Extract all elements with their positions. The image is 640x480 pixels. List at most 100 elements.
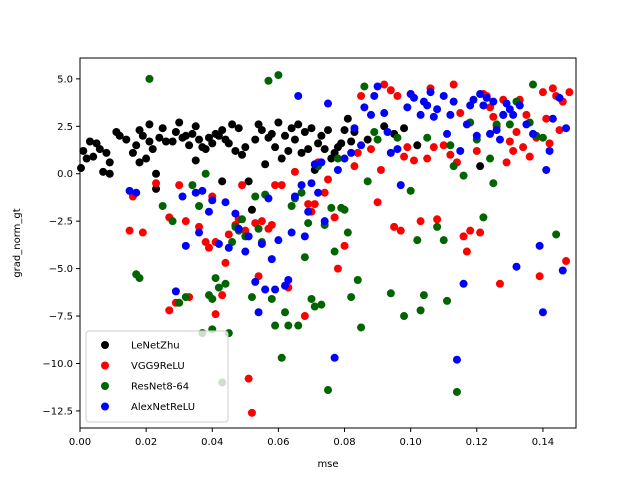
data-point bbox=[105, 169, 114, 178]
data-point bbox=[277, 353, 286, 362]
data-point bbox=[304, 207, 313, 216]
data-point bbox=[221, 258, 230, 267]
data-point bbox=[439, 141, 448, 150]
data-point bbox=[472, 146, 481, 155]
data-point bbox=[281, 308, 290, 317]
data-point bbox=[158, 124, 167, 133]
data-point bbox=[314, 139, 323, 148]
data-point bbox=[502, 158, 511, 167]
data-point bbox=[373, 82, 382, 91]
data-point bbox=[429, 143, 438, 152]
data-point bbox=[357, 323, 366, 332]
data-point bbox=[221, 198, 230, 207]
data-point bbox=[343, 114, 352, 123]
data-point bbox=[218, 291, 227, 300]
x-tick-label: 0.10 bbox=[400, 437, 422, 448]
data-point bbox=[363, 177, 372, 186]
data-point bbox=[505, 137, 514, 146]
data-point bbox=[548, 114, 557, 123]
data-point bbox=[529, 80, 538, 89]
data-point bbox=[142, 154, 151, 163]
data-point bbox=[462, 247, 471, 256]
data-point bbox=[413, 141, 422, 150]
data-point bbox=[155, 133, 164, 142]
data-point bbox=[429, 112, 438, 121]
y-tick-label: −2.5 bbox=[49, 217, 73, 228]
y-axis-label: grad_norm_gt bbox=[12, 208, 23, 277]
data-point bbox=[247, 205, 256, 214]
data-point bbox=[409, 156, 418, 165]
legend-label: ResNet8-64 bbox=[131, 382, 189, 393]
y-tick-label: −12.5 bbox=[42, 406, 73, 417]
data-point bbox=[548, 84, 557, 93]
data-point bbox=[330, 213, 339, 222]
data-point bbox=[324, 175, 332, 184]
data-point bbox=[261, 285, 270, 294]
data-point bbox=[340, 126, 349, 135]
data-point bbox=[439, 236, 448, 245]
y-tick-label: 5.0 bbox=[57, 74, 73, 85]
data-point bbox=[545, 139, 554, 148]
data-point bbox=[443, 296, 452, 305]
data-point bbox=[370, 128, 379, 136]
data-point bbox=[76, 164, 85, 173]
data-point bbox=[152, 179, 161, 188]
data-point bbox=[333, 264, 342, 273]
data-point bbox=[416, 110, 425, 119]
data-point bbox=[324, 126, 332, 135]
y-tick-label: −10.0 bbox=[42, 359, 73, 370]
data-point bbox=[224, 139, 233, 148]
data-point bbox=[161, 137, 170, 146]
legend: LeNetZhu VGG9ReLU ResNet8-64 AlexNetReLU bbox=[85, 330, 229, 423]
data-point bbox=[486, 154, 495, 163]
data-point bbox=[165, 306, 174, 315]
data-point bbox=[271, 285, 280, 294]
data-point bbox=[195, 222, 204, 231]
data-point bbox=[274, 118, 283, 127]
data-point bbox=[125, 186, 134, 195]
data-point bbox=[271, 321, 280, 330]
data-point bbox=[459, 171, 468, 180]
data-point bbox=[452, 355, 461, 364]
data-point bbox=[287, 124, 296, 133]
data-point bbox=[376, 165, 385, 174]
data-point bbox=[456, 109, 465, 118]
data-point bbox=[476, 162, 485, 171]
data-point bbox=[489, 112, 498, 121]
data-point bbox=[138, 228, 147, 237]
data-point bbox=[284, 276, 293, 284]
data-point bbox=[416, 217, 425, 226]
data-point bbox=[525, 152, 534, 161]
data-point bbox=[287, 202, 296, 210]
data-point bbox=[360, 82, 369, 91]
data-point bbox=[509, 110, 518, 119]
data-point bbox=[370, 91, 379, 100]
data-point bbox=[188, 129, 197, 138]
data-point bbox=[538, 88, 547, 97]
data-point bbox=[204, 207, 213, 216]
data-point bbox=[158, 202, 167, 210]
data-point bbox=[135, 274, 144, 283]
data-point bbox=[304, 200, 313, 209]
data-point bbox=[396, 226, 405, 235]
data-point bbox=[188, 181, 197, 190]
x-tick-label: 0.08 bbox=[333, 437, 355, 448]
legend-marker bbox=[101, 361, 109, 370]
data-point bbox=[373, 198, 382, 207]
data-point bbox=[181, 293, 190, 302]
data-point bbox=[340, 154, 349, 163]
legend-label: LeNetZhu bbox=[131, 341, 180, 352]
data-point bbox=[413, 236, 422, 245]
data-point bbox=[565, 88, 574, 97]
x-tick-label: 0.04 bbox=[201, 437, 223, 448]
data-point bbox=[181, 131, 190, 140]
plot-frame bbox=[79, 57, 577, 429]
data-point bbox=[145, 137, 154, 146]
data-point bbox=[271, 143, 280, 152]
data-point bbox=[469, 95, 478, 104]
legend-label: AlexNetReLU bbox=[131, 402, 195, 413]
data-point bbox=[284, 146, 293, 155]
data-point bbox=[254, 308, 263, 317]
data-point bbox=[330, 247, 339, 256]
data-point bbox=[386, 289, 395, 298]
